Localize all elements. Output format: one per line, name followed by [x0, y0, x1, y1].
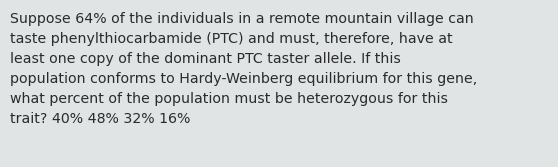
- Text: Suppose 64% of the individuals in a remote mountain village can
taste phenylthio: Suppose 64% of the individuals in a remo…: [10, 12, 477, 126]
